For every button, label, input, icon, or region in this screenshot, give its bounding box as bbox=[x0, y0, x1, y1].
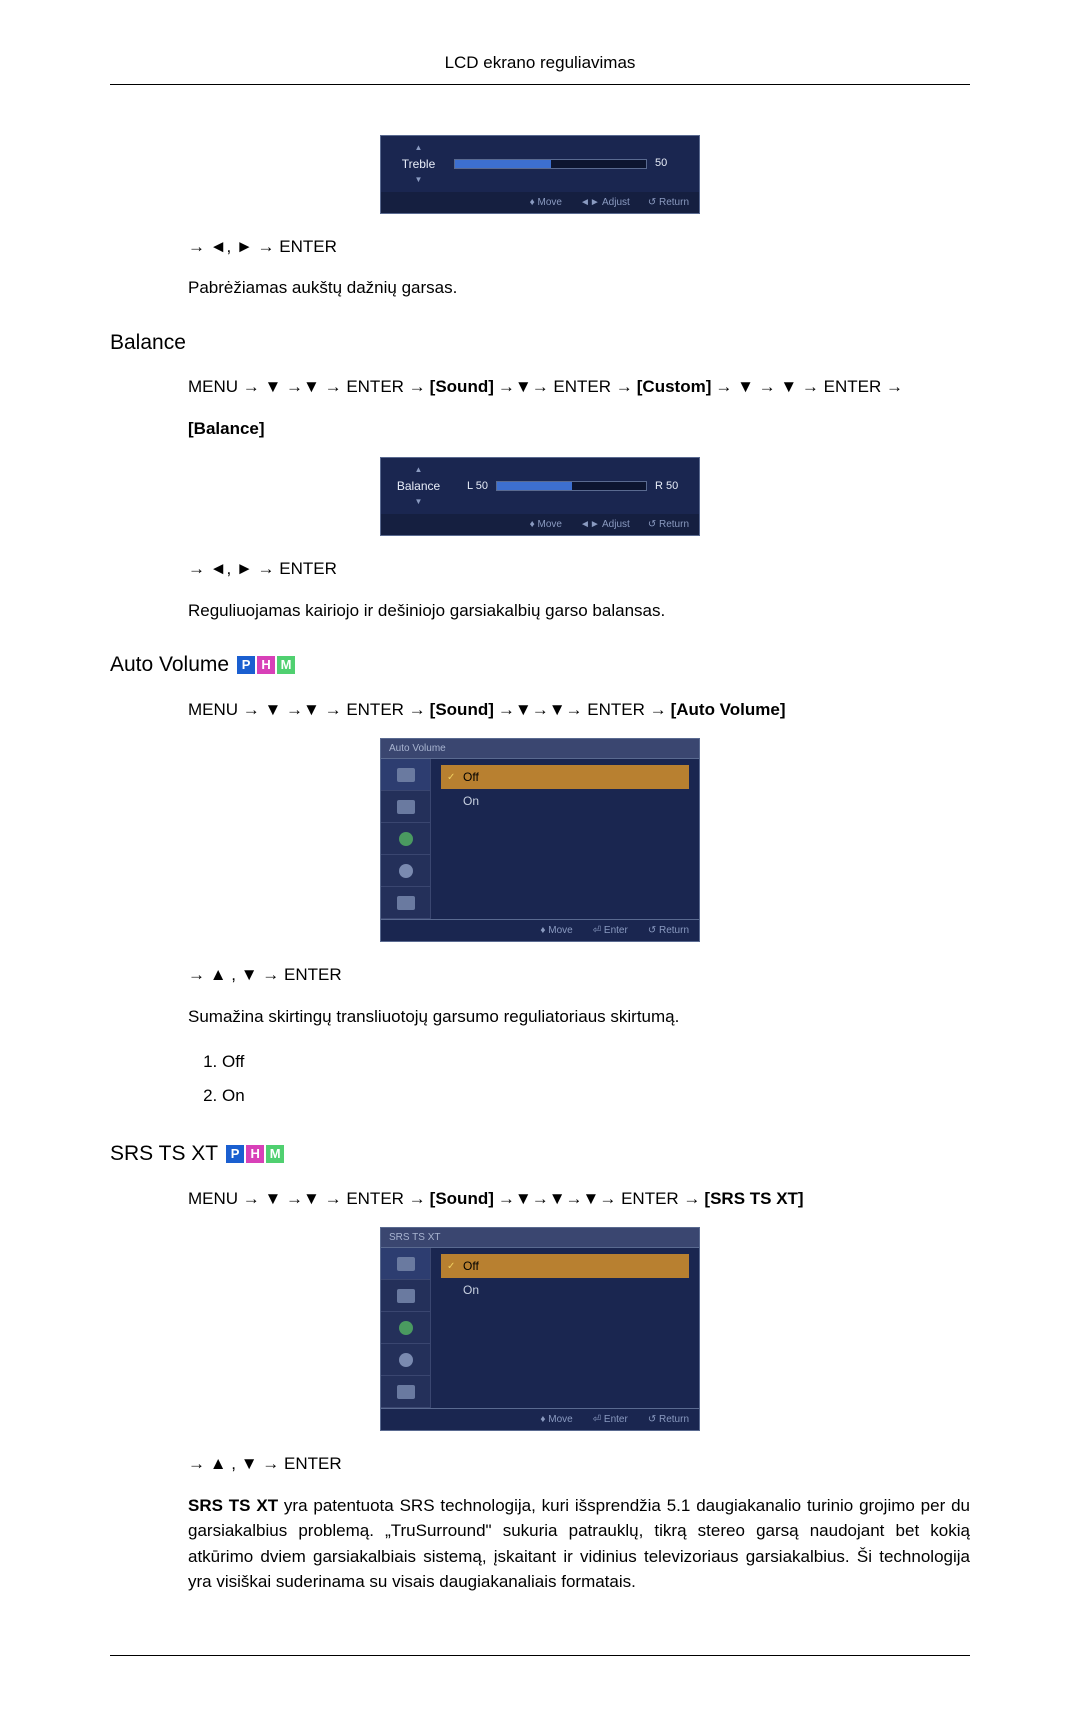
balance-desc: Reguliuojamas kairiojo ir dešiniojo gars… bbox=[188, 598, 970, 624]
osd-main: ✓Off On bbox=[431, 1248, 699, 1408]
treble-value: 50 bbox=[655, 155, 689, 172]
srs-menu-path: MENU → ▼ →▼ → ENTER → [Sound] →▼→▼→▼→ EN… bbox=[188, 1186, 970, 1212]
footer-adjust: ◄► Adjust bbox=[580, 517, 630, 532]
balance-right: R 50 bbox=[655, 478, 689, 495]
list-item: On bbox=[222, 1079, 970, 1113]
side-icon-multi bbox=[381, 887, 430, 919]
footer-move: ♦ Move bbox=[530, 195, 562, 210]
menu-item-off: ✓Off bbox=[441, 1254, 689, 1278]
side-icon-picture bbox=[381, 759, 430, 791]
balance-bracket: [Balance] bbox=[188, 419, 265, 438]
footer-move: ♦ Move bbox=[540, 923, 572, 938]
footer-enter: ⏎ Enter bbox=[593, 1412, 628, 1427]
down-arrow-icon: ▼ bbox=[415, 174, 423, 186]
auto-volume-desc: Sumažina skirtingų transliuotojų garsumo… bbox=[188, 1004, 970, 1030]
menu-item-off: ✓Off bbox=[441, 765, 689, 789]
badge-h: H bbox=[246, 1145, 264, 1163]
badge-p: P bbox=[226, 1145, 244, 1163]
balance-nav: → ◄, ► → ENTER bbox=[188, 556, 970, 582]
osd-sidebar bbox=[381, 759, 431, 919]
menu-item-on: On bbox=[441, 789, 689, 813]
side-icon-sound bbox=[381, 823, 430, 855]
down-arrow-icon: ▼ bbox=[415, 496, 423, 508]
list-item: Off bbox=[222, 1045, 970, 1079]
badge-p: P bbox=[237, 656, 255, 674]
page-header: LCD ekrano reguliavimas bbox=[110, 50, 970, 85]
footer-move: ♦ Move bbox=[540, 1412, 572, 1427]
footer-enter: ⏎ Enter bbox=[593, 923, 628, 938]
treble-desc: Pabrėžiamas aukštų dažnių garsas. bbox=[188, 275, 970, 301]
badge-h: H bbox=[257, 656, 275, 674]
srs-osd: SRS TS XT ✓Off On ♦ Move ⏎ Enter ↺ Retur… bbox=[380, 1227, 700, 1431]
balance-slider bbox=[496, 481, 647, 491]
osd-sidebar bbox=[381, 1248, 431, 1408]
page-title: LCD ekrano reguliavimas bbox=[445, 53, 636, 72]
balance-osd: ▲ Balance ▼ L 50 R 50 ♦ Move ◄► Adjust ↺… bbox=[380, 457, 700, 536]
srs-desc: SRS TS XT yra patentuota SRS technologij… bbox=[188, 1493, 970, 1595]
side-icon-input bbox=[381, 1280, 430, 1312]
side-icon-sound bbox=[381, 1312, 430, 1344]
badges: P H M bbox=[226, 1145, 284, 1163]
srs-nav: → ▲ , ▼ → ENTER bbox=[188, 1451, 970, 1477]
footer-return: ↺ Return bbox=[648, 1412, 689, 1427]
auto-volume-nav: → ▲ , ▼ → ENTER bbox=[188, 962, 970, 988]
treble-osd: ▲ Treble ▼ 50 ♦ Move ◄► Adjust ↺ Return bbox=[380, 135, 700, 214]
balance-left: L 50 bbox=[454, 478, 488, 495]
badges: P H M bbox=[237, 656, 295, 674]
osd-main: ✓Off On bbox=[431, 759, 699, 919]
side-icon-setup bbox=[381, 855, 430, 887]
balance-heading: Balance bbox=[110, 327, 970, 359]
up-arrow-icon: ▲ bbox=[415, 142, 423, 154]
side-icon-input bbox=[381, 791, 430, 823]
balance-label: Balance bbox=[397, 477, 440, 495]
treble-label: Treble bbox=[402, 155, 436, 173]
treble-nav: → ◄, ► → ENTER bbox=[188, 234, 970, 260]
osd-title: Auto Volume bbox=[380, 738, 700, 758]
treble-slider bbox=[454, 159, 647, 169]
auto-volume-list: Off On bbox=[222, 1045, 970, 1112]
osd-title: SRS TS XT bbox=[380, 1227, 700, 1247]
badge-m: M bbox=[266, 1145, 284, 1163]
badge-m: M bbox=[277, 656, 295, 674]
menu-item-on: On bbox=[441, 1278, 689, 1302]
srs-heading: SRS TS XT P H M bbox=[110, 1138, 970, 1170]
balance-menu-path: MENU → ▼ →▼ → ENTER → [Sound] →▼→ ENTER … bbox=[188, 374, 970, 400]
side-icon-multi bbox=[381, 1376, 430, 1408]
page-footer-rule bbox=[110, 1655, 970, 1656]
auto-volume-osd: Auto Volume ✓Off On ♦ Move ⏎ Enter ↺ Ret… bbox=[380, 738, 700, 942]
footer-return: ↺ Return bbox=[648, 923, 689, 938]
auto-volume-menu-path: MENU → ▼ →▼ → ENTER → [Sound] →▼→▼→ ENTE… bbox=[188, 697, 970, 723]
auto-volume-heading: Auto Volume P H M bbox=[110, 649, 970, 681]
up-arrow-icon: ▲ bbox=[415, 464, 423, 476]
side-icon-setup bbox=[381, 1344, 430, 1376]
side-icon-picture bbox=[381, 1248, 430, 1280]
footer-adjust: ◄► Adjust bbox=[580, 195, 630, 210]
footer-return: ↺ Return bbox=[648, 195, 689, 210]
footer-return: ↺ Return bbox=[648, 517, 689, 532]
footer-move: ♦ Move bbox=[530, 517, 562, 532]
